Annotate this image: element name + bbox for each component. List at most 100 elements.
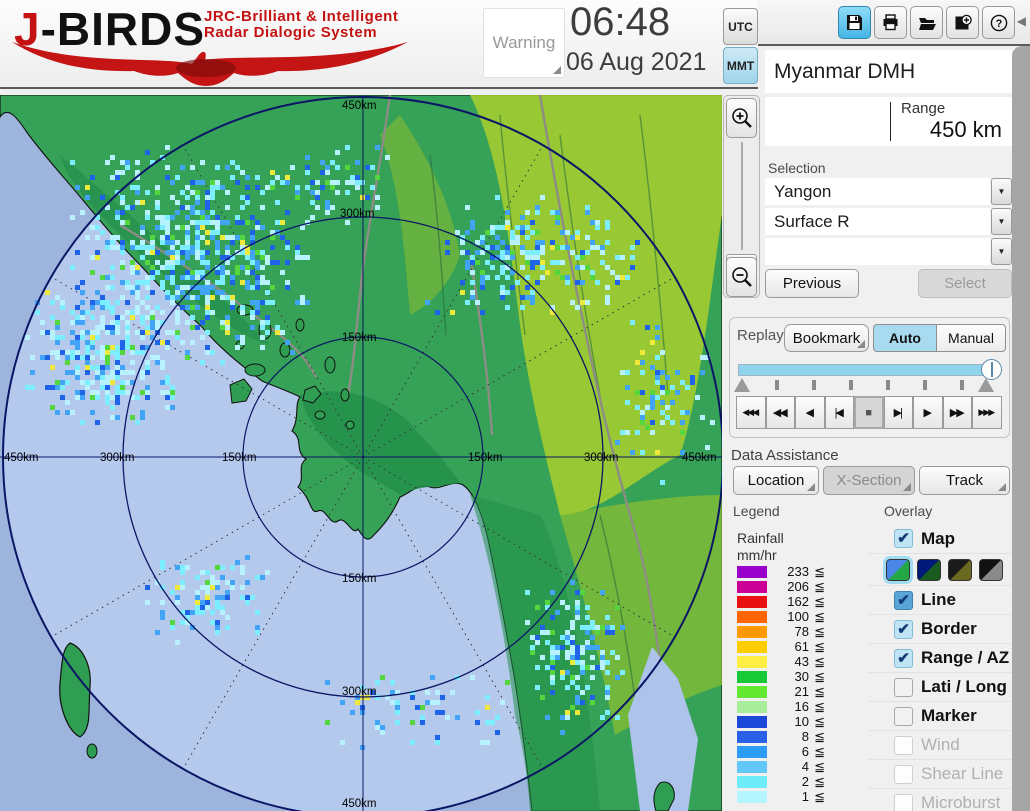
track-button[interactable]: Track <box>919 466 1010 495</box>
panel-collapse-arrow-icon[interactable]: ◀ <box>1016 14 1026 28</box>
overlay-item-line: ✔ Line <box>868 585 1012 614</box>
overlay-item-range-az: ✔ Range / AZ <box>868 643 1012 672</box>
mmt-button[interactable]: MMT <box>723 47 758 84</box>
radar-map[interactable]: 450km 300km 150km 450km 300km 150km 150km 300km… <box>0 95 722 811</box>
logo-subtitle-line1: JRC-Brilliant & Intelligent <box>204 8 399 25</box>
legend-lte-symbol: ≦ <box>814 713 825 729</box>
previous-frame-button[interactable]: |◀ <box>824 396 854 429</box>
legend-value: 100 <box>787 609 809 624</box>
next-frame-button[interactable]: ▶| <box>883 396 913 429</box>
product-dropdown[interactable]: Surface R <box>765 208 990 235</box>
select-button[interactable]: Select <box>918 269 1012 298</box>
legend-row: 100 ≦ <box>737 609 829 624</box>
legend-value: 10 <box>794 714 809 729</box>
replay-tick <box>886 380 890 390</box>
warning-label: Warning <box>492 33 556 52</box>
map-style-swatch-4[interactable] <box>979 558 1003 581</box>
jump-to-start-button[interactable]: ◀◀◀ <box>736 396 766 429</box>
legend-value: 43 <box>794 654 809 669</box>
help-button[interactable]: ? <box>982 6 1015 39</box>
site-dropdown[interactable]: Yangon <box>765 178 990 205</box>
legend-lte-symbol: ≦ <box>814 758 825 774</box>
overlay-item-label: Microburst <box>921 793 1001 811</box>
legend-value: 6 <box>801 744 809 759</box>
option-dropdown-arrow-icon[interactable]: ▼ <box>991 238 1012 265</box>
checkbox-lati-long[interactable] <box>894 677 913 697</box>
legend-lte-symbol: ≦ <box>814 578 825 594</box>
legend-row: 21 ≦ <box>737 684 829 699</box>
zoom-slider-track[interactable] <box>741 142 743 250</box>
checkbox-wind <box>894 735 913 755</box>
stop-button[interactable]: ■ <box>854 396 884 429</box>
x-section-button[interactable]: X-Section <box>823 466 915 495</box>
location-button[interactable]: Location <box>733 466 819 495</box>
overlay-label: Overlay <box>884 503 933 519</box>
ring-label: 300km <box>340 208 375 220</box>
legend-value: 233 <box>787 564 809 579</box>
checkbox-map[interactable]: ✔ <box>894 529 913 548</box>
print-button[interactable] <box>874 6 907 39</box>
add-image-button[interactable] <box>946 6 979 39</box>
overlay-item-label: Range / AZ <box>921 648 1010 667</box>
legend-color-swatch <box>737 655 767 668</box>
replay-range-end-marker[interactable] <box>978 378 994 392</box>
open-folder-button[interactable] <box>910 6 943 39</box>
overlay-item-label: Lati / Long <box>921 677 1007 696</box>
jump-to-end-button[interactable]: ▶▶▶ <box>972 396 1002 429</box>
legend-color-swatch <box>737 580 767 593</box>
svg-text:?: ? <box>995 18 1002 30</box>
ring-label: 150km <box>342 573 377 585</box>
save-icon <box>847 15 862 30</box>
selection-label: Selection <box>768 160 826 176</box>
save-button[interactable] <box>838 6 871 39</box>
bookmark-button[interactable]: Bookmark <box>784 324 869 352</box>
legend-lte-symbol: ≦ <box>814 773 825 789</box>
range-label: Range <box>901 100 946 117</box>
fast-forward-button[interactable]: ▶▶ <box>942 396 972 429</box>
play-button[interactable]: ▶ <box>913 396 943 429</box>
site-dropdown-arrow-icon[interactable]: ▼ <box>991 178 1012 205</box>
legend-row: 16 ≦ <box>737 699 829 714</box>
legend-value: 1 <box>801 789 809 804</box>
ring-label: 150km <box>468 452 503 464</box>
legend-lte-symbol: ≦ <box>814 608 825 624</box>
rewind-button[interactable]: ◀◀ <box>765 396 795 429</box>
map-style-swatch-2[interactable] <box>917 558 941 581</box>
replay-slider-track[interactable] <box>738 364 992 376</box>
zoom-out-button[interactable] <box>726 257 757 297</box>
auto-mode-button[interactable]: Auto <box>873 324 937 352</box>
play-reverse-button[interactable]: ◀ <box>795 396 825 429</box>
legend-color-swatch <box>737 565 767 578</box>
legend-lte-symbol: ≦ <box>814 743 825 759</box>
previous-button[interactable]: Previous <box>765 269 859 298</box>
map-style-swatch-1[interactable] <box>883 555 913 584</box>
map-style-swatch-3[interactable] <box>948 558 972 581</box>
legend-title-line2: mm/hr <box>737 547 777 563</box>
legend-value: 4 <box>801 759 809 774</box>
replay-range-start-marker[interactable] <box>734 378 750 392</box>
legend-value: 61 <box>794 639 809 654</box>
checkbox-line[interactable]: ✔ <box>894 590 913 610</box>
ring-label: 150km <box>342 332 377 344</box>
zoom-in-button[interactable] <box>726 98 757 138</box>
product-dropdown-arrow-icon[interactable]: ▼ <box>991 208 1012 235</box>
toolbar-header: ? ◀ <box>758 0 1030 46</box>
utc-button[interactable]: UTC <box>723 8 758 45</box>
checkbox-marker[interactable] <box>894 706 913 726</box>
checkbox-shear-line <box>894 764 913 784</box>
legend-color-swatch <box>737 700 767 713</box>
overlay-list: ✔ Map ✔ Line ✔ Border ✔ Range / AZ Lati / Long Ma… <box>868 524 1012 811</box>
option-dropdown[interactable] <box>765 238 990 265</box>
manual-mode-button[interactable]: Manual <box>937 324 1006 352</box>
replay-slider-handle[interactable] <box>981 359 1002 380</box>
right-edge-strip <box>1012 46 1030 811</box>
checkbox-range-az[interactable]: ✔ <box>894 648 913 668</box>
warning-button[interactable]: Warning <box>483 8 565 78</box>
legend-value: 8 <box>801 729 809 744</box>
checkbox-border[interactable]: ✔ <box>894 619 913 639</box>
legend-lte-symbol: ≦ <box>814 728 825 744</box>
overlay-item-label: Border <box>921 619 977 638</box>
legend-color-swatch <box>737 685 767 698</box>
legend-value: 162 <box>787 594 809 609</box>
